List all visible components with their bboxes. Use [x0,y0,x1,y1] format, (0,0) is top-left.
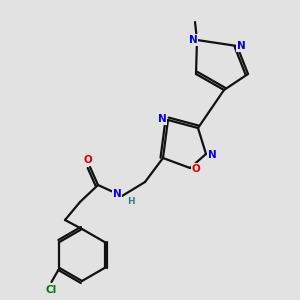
Text: N: N [237,41,245,51]
Text: N: N [208,150,216,160]
Text: N: N [189,35,197,45]
Text: H: H [127,196,135,206]
Text: N: N [112,189,122,199]
Text: O: O [192,164,200,174]
Text: N: N [158,114,166,124]
Text: O: O [84,155,92,165]
Text: Cl: Cl [46,285,57,295]
